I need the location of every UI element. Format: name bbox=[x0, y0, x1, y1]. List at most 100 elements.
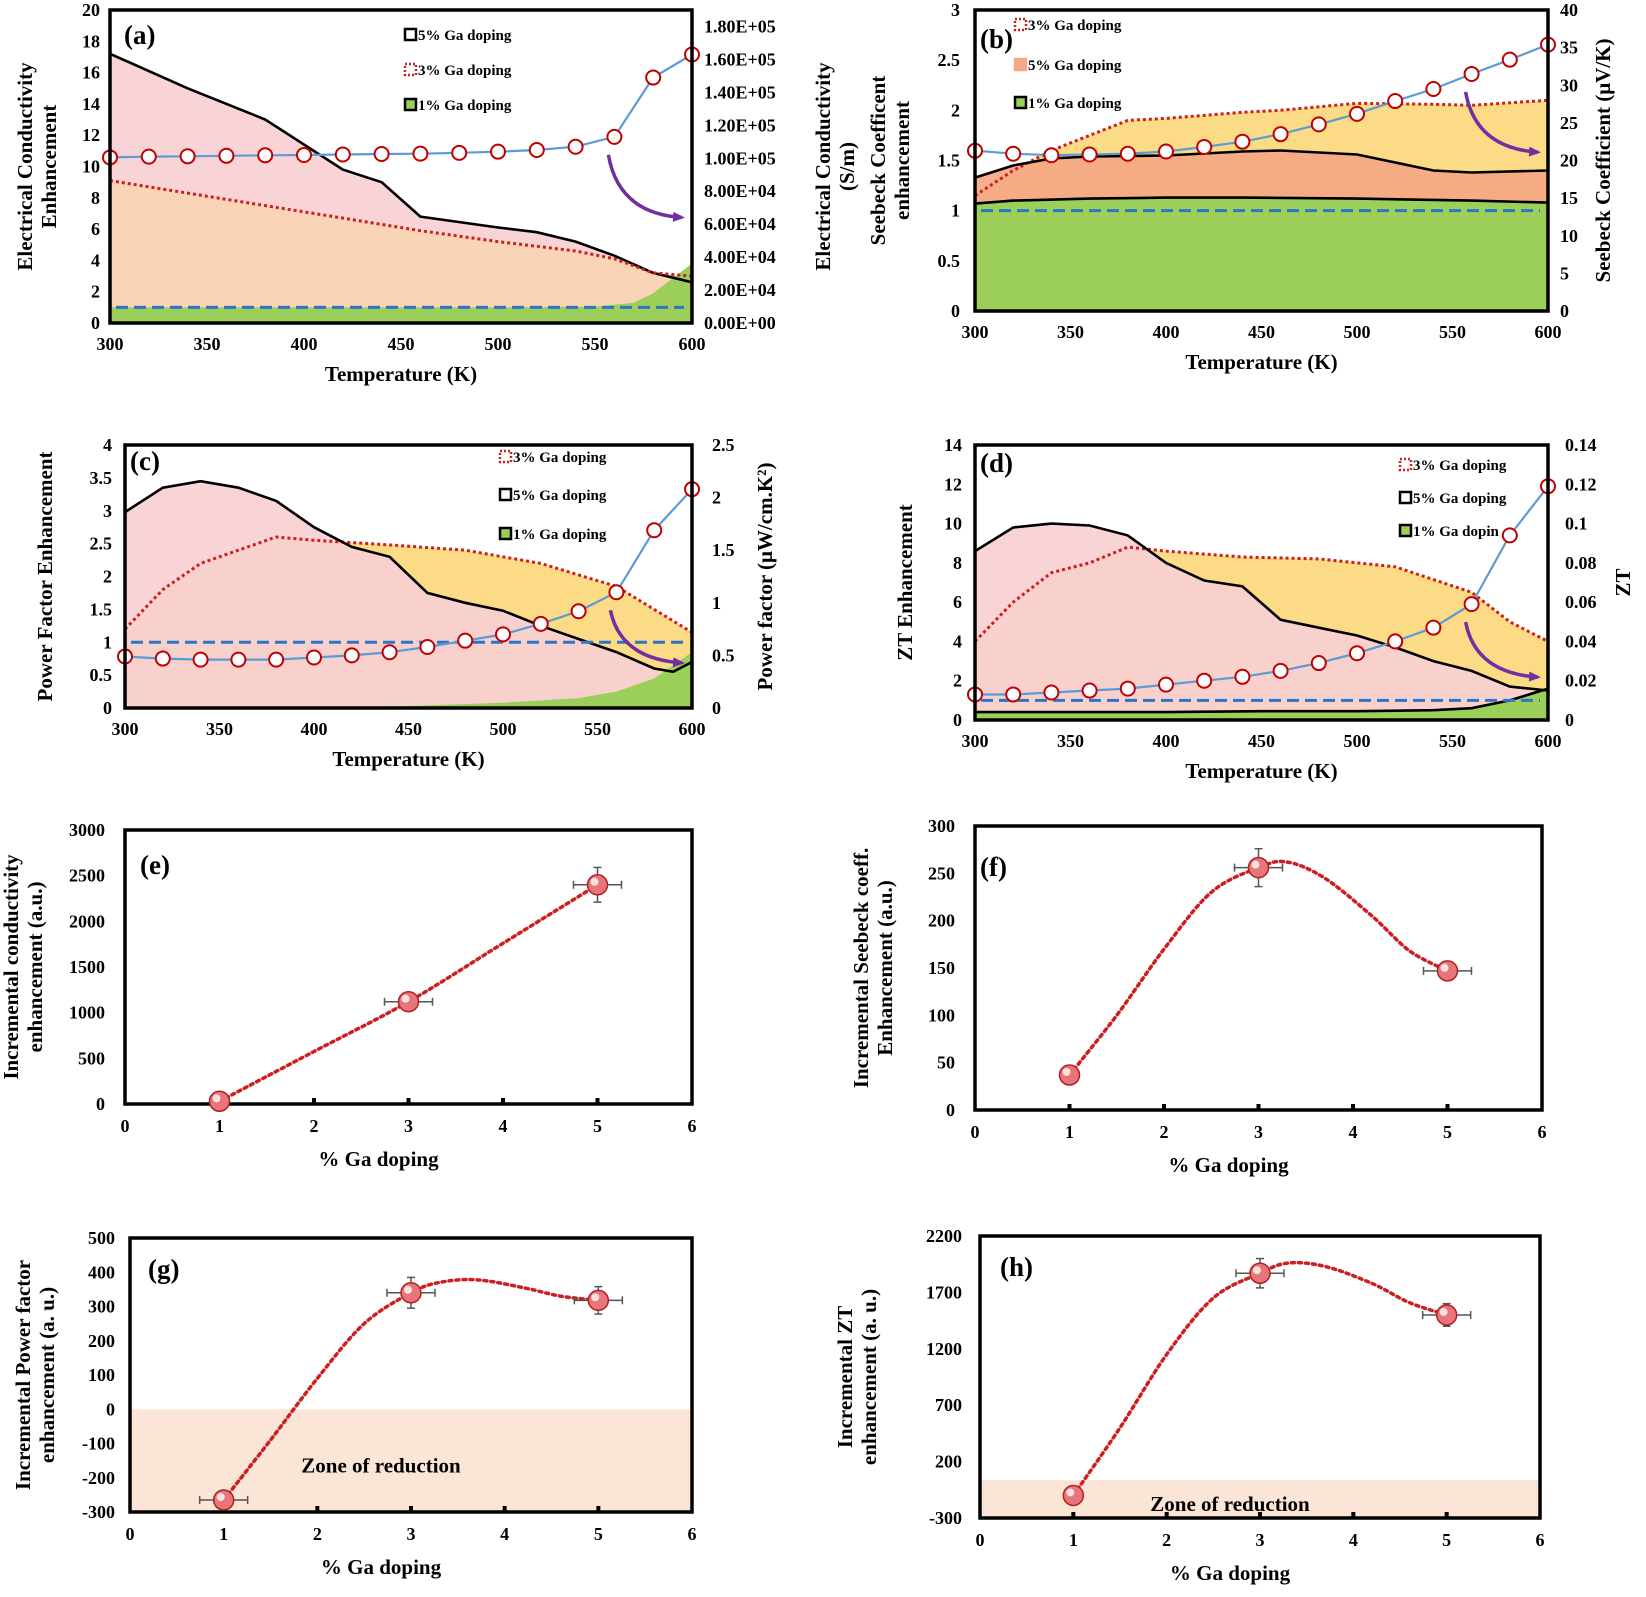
data-point bbox=[1196, 672, 1213, 689]
x-axis-label: % Ga doping bbox=[1168, 1153, 1289, 1177]
x-tick-label: 3 bbox=[1254, 1122, 1263, 1142]
x-tick-label: 300 bbox=[97, 334, 124, 354]
chart-e: 0 1 2 3 4 5 6 0 500 1000 1500 2000 2500 3000 % Ga dopi… bbox=[0, 820, 697, 1171]
data-point bbox=[1310, 116, 1327, 133]
x-tick-label: 5 bbox=[1443, 1122, 1452, 1142]
y-tick-label: 2 bbox=[951, 100, 960, 120]
x-axis-label: % Ga doping bbox=[1170, 1561, 1291, 1585]
y-tick-label: 100 bbox=[88, 1365, 115, 1385]
data-point bbox=[1058, 1064, 1081, 1086]
chart-a: 300 350 400 450 500 550 600 0 2 4 6 8 10 12 14 16 18 20 0.… bbox=[13, 0, 859, 386]
data-point-highlight bbox=[212, 1094, 221, 1103]
y-tick-label: 100 bbox=[928, 1005, 955, 1025]
y-tick-label: 300 bbox=[88, 1297, 115, 1317]
y-tick-label: 20 bbox=[82, 0, 100, 20]
data-point-highlight bbox=[404, 1285, 412, 1294]
y-axis-label: Enhancement bbox=[37, 105, 61, 229]
x-tick-label: 550 bbox=[584, 719, 611, 739]
line-3-ga-doping bbox=[974, 98, 1549, 197]
data-point-highlight bbox=[591, 1293, 600, 1302]
y2-tick-label: 0.08 bbox=[1565, 553, 1597, 573]
plot-frame bbox=[973, 8, 1550, 313]
data-point bbox=[1247, 856, 1270, 879]
data-point bbox=[1158, 143, 1174, 160]
x-tick-label: 3 bbox=[404, 1116, 413, 1136]
zone-label: Zone of reduction bbox=[301, 1454, 461, 1478]
legend-label: 1% Ga doping bbox=[418, 98, 512, 114]
data-point-highlight bbox=[1251, 860, 1260, 869]
arrow bbox=[1463, 91, 1541, 157]
data-point bbox=[192, 651, 209, 668]
y2-tick-label: 0.14 bbox=[1565, 435, 1597, 455]
y-tick-label: 4 bbox=[953, 631, 962, 651]
data-point bbox=[1119, 145, 1136, 162]
legend-label: 5% Ga doping bbox=[513, 488, 607, 504]
panel-label: (e) bbox=[140, 850, 170, 880]
y-tick-label: 1 bbox=[951, 201, 960, 221]
data-point-highlight bbox=[590, 877, 599, 886]
y-tick-label: 0.5 bbox=[90, 665, 113, 685]
chart-d: 300 350 400 450 500 550 6000246810121400.020.0… bbox=[893, 435, 1635, 783]
line-5-ga-doping bbox=[124, 479, 693, 674]
legend-swatch bbox=[1013, 95, 1028, 110]
x-axis-label: Temperature (K) bbox=[1185, 350, 1337, 374]
data-point bbox=[1234, 668, 1251, 685]
y-tick-label: 8 bbox=[91, 188, 100, 208]
x-tick-label: 500 bbox=[490, 719, 517, 739]
y-tick-label: 3.5 bbox=[90, 468, 113, 488]
data-point bbox=[457, 632, 474, 649]
y-tick-label: 1 bbox=[103, 632, 112, 652]
area-1-ga-doping bbox=[110, 263, 692, 323]
data-point bbox=[646, 522, 663, 539]
data-point bbox=[1349, 645, 1365, 662]
data-point bbox=[587, 1289, 610, 1312]
y-tick-label: -300 bbox=[929, 1508, 962, 1528]
data-point bbox=[381, 644, 398, 661]
data-point bbox=[212, 1489, 235, 1511]
line-5-ga-doping bbox=[109, 52, 693, 284]
legend-swatch bbox=[498, 487, 513, 502]
y-tick-label: 0.5 bbox=[938, 251, 961, 271]
data-point bbox=[1043, 147, 1060, 164]
data-point-highlight bbox=[1062, 1067, 1071, 1076]
area-3-ga-doping bbox=[110, 180, 692, 323]
y-tick-label: 500 bbox=[78, 1048, 105, 1068]
data-point bbox=[230, 651, 247, 668]
x-tick-label: 600 bbox=[1535, 731, 1562, 751]
data-point bbox=[154, 650, 171, 667]
y-tick-label: -100 bbox=[82, 1434, 115, 1454]
x-tick-label: 6 bbox=[1536, 1530, 1545, 1550]
y-tick-label: 14 bbox=[82, 94, 100, 114]
chart-b: 300 350 400 450 500 550 60000.511.522.53051015… bbox=[866, 0, 1615, 374]
y-tick-label: 4 bbox=[91, 250, 100, 270]
y2-tick-label: 0.06 bbox=[1565, 592, 1597, 612]
data-point bbox=[1310, 655, 1327, 672]
y2-tick-label: 0.1 bbox=[1565, 514, 1588, 534]
y2-axis-label: Seebeck Coefficient (μV/K) bbox=[1591, 38, 1615, 282]
data-point bbox=[1425, 81, 1442, 98]
y-tick-label: -300 bbox=[82, 1502, 115, 1522]
y-tick-label: 700 bbox=[935, 1395, 962, 1415]
y-tick-label: 14 bbox=[944, 435, 962, 455]
x-axis-label: Temperature (K) bbox=[332, 747, 484, 771]
y-tick-label: 6 bbox=[91, 219, 100, 239]
legend-swatch bbox=[1398, 457, 1413, 472]
x-tick-label: 350 bbox=[1057, 322, 1084, 342]
y-tick-label: 0 bbox=[951, 301, 960, 321]
data-point bbox=[495, 626, 511, 643]
x-tick-label: 0 bbox=[121, 1116, 130, 1136]
legend-label: 1% Ga doping bbox=[1028, 96, 1122, 112]
legend-label: 3% Ga doping bbox=[513, 450, 607, 466]
x-tick-label: 450 bbox=[1248, 731, 1275, 751]
data-point bbox=[1234, 133, 1251, 150]
y-tick-label: 0 bbox=[91, 313, 100, 333]
x-tick-label: 400 bbox=[1153, 322, 1180, 342]
y-tick-label: 10 bbox=[944, 514, 962, 534]
x-tick-label: 5 bbox=[1442, 1530, 1451, 1550]
y2-tick-label: 25 bbox=[1560, 113, 1578, 133]
y-tick-label: 18 bbox=[82, 31, 100, 51]
y-tick-label: 2 bbox=[103, 567, 112, 587]
x-tick-label: 500 bbox=[485, 334, 512, 354]
y-tick-label: 500 bbox=[88, 1228, 115, 1248]
legend-label: 1% Ga doping bbox=[513, 527, 607, 543]
